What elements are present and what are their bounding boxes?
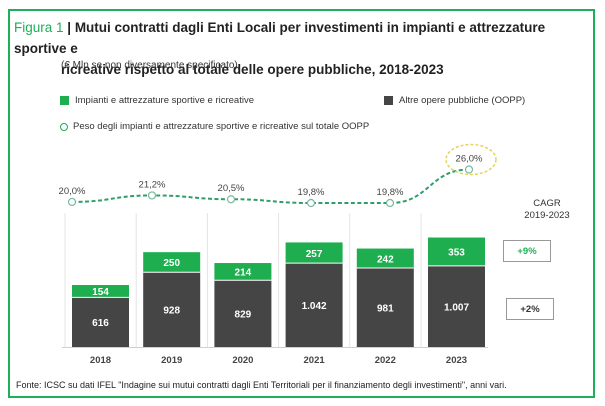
share-label-2018: 20,0% [59, 186, 86, 197]
highlight-ellipse [445, 143, 497, 176]
bar-label-sport-2020: 214 [235, 268, 252, 279]
bar-label-other-2022: 981 [377, 304, 394, 315]
share-label-2019: 21,2% [139, 179, 166, 190]
share-point-2022 [385, 198, 395, 208]
bar-label-sport-2022: 242 [377, 254, 394, 265]
cagr-sport-badge: +9% [503, 240, 551, 262]
cagr-title-line-2: 2019-2023 [524, 210, 570, 221]
share-label-2022: 19,8% [377, 187, 404, 198]
legend-item-share: Peso degli impianti e attrezzature sport… [60, 121, 369, 132]
title-line-1: Mutui contratti dagli Enti Locali per in… [14, 20, 546, 56]
x-tick-label-2022: 2022 [375, 355, 396, 366]
legend-label-sport: Impianti e attrezzature sportive e ricre… [75, 95, 254, 106]
bar-sport-2019 [143, 252, 201, 273]
legend-item-sport: Impianti e attrezzature sportive e ricre… [60, 95, 254, 106]
bar-label-other-2023: 1.007 [444, 302, 469, 313]
legend-label-share: Peso degli impianti e attrezzature sport… [73, 121, 370, 132]
legend-swatch-sport [60, 96, 69, 105]
bar-other-2019 [143, 272, 201, 347]
x-tick-label-2023: 2023 [446, 355, 467, 366]
bar-other-2018 [72, 297, 129, 347]
cagr-title: CAGR 2019-2023 [512, 198, 582, 222]
x-tick-label-2020: 2020 [232, 355, 253, 366]
legend-swatch-other [384, 96, 393, 105]
bar-other-2020 [214, 280, 272, 347]
share-point-2020 [226, 195, 236, 204]
bar-label-other-2019: 928 [163, 306, 180, 317]
bar-label-sport-2021: 257 [306, 249, 323, 260]
bar-label-sport-2018: 154 [92, 287, 109, 298]
cagr-other-badge: +2% [506, 298, 554, 320]
bar-other-2022 [356, 268, 414, 347]
bar-label-sport-2019: 250 [163, 258, 180, 269]
bar-other-2023 [428, 265, 485, 347]
bar-label-other-2018: 616 [92, 318, 109, 329]
bar-label-other-2020: 829 [235, 310, 252, 321]
bar-label-other-2021: 1.042 [302, 301, 327, 312]
share-label-2023: 26,0% [456, 154, 483, 165]
x-tick-label-2021: 2021 [304, 355, 326, 366]
bar-sport-2022 [356, 248, 414, 269]
figure-title: Figura 1 | Mutui contratti dagli Enti Lo… [14, 17, 584, 80]
share-point-2021 [306, 198, 316, 208]
bar-other-2021 [285, 263, 343, 347]
cagr-title-line-1: CAGR [533, 198, 561, 209]
share-label-2020: 20,5% [218, 183, 245, 194]
subtitle: (€ Mln se non diversamente specificato) [61, 60, 238, 71]
legend-label-other: Altre opere pubbliche (OOPP) [399, 95, 526, 106]
share-line [71, 168, 470, 204]
title-line-2: ricreative rispetto al totale delle oper… [61, 62, 444, 77]
source-note: Fonte: ICSC su dati IFEL "Indagine sui m… [16, 380, 507, 390]
share-label-2021: 19,8% [298, 187, 325, 198]
x-tick-label-2018: 2018 [90, 355, 111, 366]
share-point-2019 [147, 191, 157, 200]
title-separator: | [63, 20, 75, 35]
bar-sport-2021 [285, 242, 343, 264]
legend-marker-share [60, 122, 68, 131]
bar-sport-2020 [214, 263, 272, 281]
bar-sport-2023 [428, 237, 485, 266]
x-tick-label-2019: 2019 [161, 355, 182, 366]
figure-label: Figura 1 [14, 20, 64, 35]
bar-sport-2018 [72, 285, 129, 298]
bar-label-sport-2023: 353 [448, 248, 465, 259]
share-point-2018 [67, 197, 77, 207]
share-point-2023 [464, 165, 474, 174]
legend-item-other: Altre opere pubbliche (OOPP) [384, 95, 525, 106]
